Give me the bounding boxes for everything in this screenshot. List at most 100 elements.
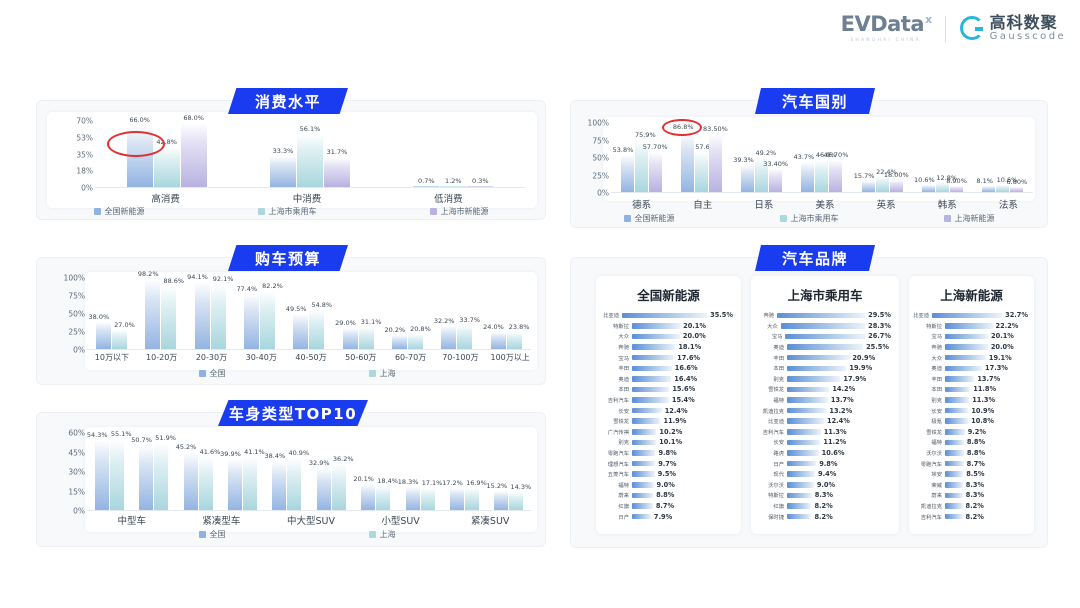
bar[interactable]: 16.9%: [464, 479, 487, 510]
bar[interactable]: 32.9%: [309, 459, 331, 510]
brand-row[interactable]: 现代 9.4%: [751, 469, 891, 480]
bar[interactable]: 0.7%: [413, 177, 440, 187]
brand-row[interactable]: 红旗 8.2%: [751, 501, 891, 512]
legend-item[interactable]: 全国新能源: [623, 213, 675, 224]
bar[interactable]: 14.3%: [509, 483, 531, 510]
brand-row[interactable]: 五菱汽车 9.5%: [596, 469, 733, 480]
brand-row[interactable]: 丰田 13.7%: [909, 374, 1028, 385]
brand-row[interactable]: 比亚迪 32.7%: [909, 310, 1028, 321]
brand-row[interactable]: 吉利汽车 11.3%: [751, 427, 891, 438]
bar[interactable]: 94.1%: [187, 273, 210, 349]
bar[interactable]: 27.0%: [112, 321, 135, 349]
bar[interactable]: 33.7%: [457, 316, 480, 349]
bar[interactable]: 33.40%: [763, 160, 788, 192]
brand-row[interactable]: 日产 7.9%: [596, 511, 733, 522]
bar[interactable]: 31.7%: [323, 148, 350, 187]
brand-row[interactable]: 雪铁龙 9.2%: [909, 427, 1028, 438]
bar[interactable]: 29.0%: [335, 319, 358, 349]
bar[interactable]: 40.9%: [287, 449, 309, 510]
bar[interactable]: 86.8%: [673, 123, 694, 192]
bar[interactable]: 43.7%: [793, 153, 815, 192]
bar[interactable]: 32.2%: [434, 317, 457, 349]
brand-row[interactable]: 本田 11.8%: [909, 384, 1028, 395]
legend-item[interactable]: 上海: [368, 368, 396, 379]
brand-row[interactable]: 红旗 8.7%: [596, 501, 733, 512]
bar[interactable]: 49.5%: [286, 305, 309, 349]
brand-row[interactable]: 特斯拉 22.2%: [909, 321, 1028, 332]
brand-row[interactable]: 沃尔沃 8.8%: [909, 448, 1028, 459]
bar[interactable]: 23.8%: [506, 323, 529, 349]
bar[interactable]: 12.8%: [936, 174, 957, 192]
bar[interactable]: 68.0%: [180, 114, 207, 187]
bar[interactable]: 18.3%: [398, 478, 420, 510]
bar[interactable]: 20.8%: [408, 325, 431, 349]
brand-row[interactable]: 奥迪 17.3%: [909, 363, 1028, 374]
bar[interactable]: 54.8%: [309, 301, 332, 349]
legend-item[interactable]: 全国新能源: [93, 206, 145, 217]
brand-row[interactable]: 别克 11.3%: [909, 395, 1028, 406]
bar[interactable]: 33.3%: [269, 147, 296, 187]
brand-row[interactable]: 理想汽车 9.7%: [596, 458, 733, 469]
bar[interactable]: 24.0%: [483, 323, 506, 349]
bar[interactable]: 46.0%: [815, 151, 836, 192]
brand-row[interactable]: 宝马 26.7%: [751, 331, 891, 342]
brand-row[interactable]: 大众 19.1%: [909, 352, 1028, 363]
bar[interactable]: 17.2%: [442, 479, 464, 510]
bar[interactable]: 31.1%: [358, 318, 381, 349]
brand-row[interactable]: 广汽传祺 10.2%: [596, 427, 733, 438]
legend-item[interactable]: 上海市乘用车: [779, 213, 839, 224]
brand-row[interactable]: 沃尔沃 9.0%: [751, 480, 891, 491]
brand-row[interactable]: 荣威 8.3%: [909, 480, 1028, 491]
brand-row[interactable]: 奥迪 25.5%: [751, 342, 891, 353]
brand-row[interactable]: 路虎 10.6%: [751, 448, 891, 459]
bar[interactable]: 41.1%: [242, 448, 265, 510]
brand-row[interactable]: 埃安 8.5%: [909, 469, 1028, 480]
brand-row[interactable]: 别克 17.9%: [751, 374, 891, 385]
brand-row[interactable]: 蔚来 8.3%: [909, 490, 1028, 501]
bar[interactable]: 8.90%: [946, 177, 967, 192]
brand-row[interactable]: 比亚迪 35.5%: [596, 310, 733, 321]
bar[interactable]: 41.6%: [198, 448, 220, 510]
brand-row[interactable]: 蔚来 8.8%: [596, 490, 733, 501]
brand-row[interactable]: 吉利汽车 8.2%: [909, 511, 1028, 522]
brand-row[interactable]: 零跑汽车 9.8%: [596, 448, 733, 459]
bar[interactable]: 92.1%: [210, 275, 233, 349]
brand-row[interactable]: 大众 20.0%: [596, 331, 733, 342]
bar[interactable]: 82.2%: [260, 282, 283, 349]
bar[interactable]: 54.3%: [87, 431, 109, 510]
bar[interactable]: 46.70%: [824, 151, 848, 192]
brand-row[interactable]: 宝马 17.6%: [596, 352, 733, 363]
bar[interactable]: 50.7%: [131, 436, 154, 510]
brand-row[interactable]: 凯迪拉克 8.2%: [909, 501, 1028, 512]
bar[interactable]: 77.4%: [237, 285, 260, 349]
bar[interactable]: 0.3%: [467, 177, 494, 187]
brand-row[interactable]: 宝马 20.1%: [909, 331, 1028, 342]
brand-row[interactable]: 特斯拉 20.1%: [596, 321, 733, 332]
brand-row[interactable]: 保时捷 8.2%: [751, 511, 891, 522]
brand-row[interactable]: 本田 15.6%: [596, 384, 733, 395]
bar[interactable]: 10.6%: [996, 176, 1017, 192]
bar[interactable]: 39.3%: [733, 156, 755, 192]
bar[interactable]: 20.2%: [384, 326, 408, 349]
legend-item[interactable]: 上海市乘用车: [257, 206, 317, 217]
legend-item[interactable]: 上海市新能源: [429, 206, 489, 217]
brand-row[interactable]: 长安 11.2%: [751, 437, 891, 448]
brand-row[interactable]: 比亚迪 12.4%: [751, 416, 891, 427]
brand-row[interactable]: 奔驰 18.1%: [596, 342, 733, 353]
bar[interactable]: 98.2%: [138, 270, 161, 349]
bar[interactable]: 22.4%: [875, 168, 897, 192]
bar[interactable]: 6.80%: [1007, 178, 1027, 192]
bar[interactable]: 75.9%: [634, 131, 656, 192]
legend-item[interactable]: 全国: [198, 529, 226, 540]
brand-row[interactable]: 雪铁龙 11.9%: [596, 416, 733, 427]
legend-item[interactable]: 全国: [198, 368, 226, 379]
brand-row[interactable]: 丰田 20.9%: [751, 352, 891, 363]
brand-row[interactable]: 大众 28.3%: [751, 321, 891, 332]
brand-row[interactable]: 奔驰 29.5%: [751, 310, 892, 321]
brand-row[interactable]: 奔驰 20.0%: [909, 342, 1028, 353]
bar[interactable]: 57.6%: [694, 143, 716, 192]
brand-row[interactable]: 福特 9.0%: [596, 480, 733, 491]
bar[interactable]: 17.1%: [420, 479, 442, 510]
brand-row[interactable]: 特斯拉 8.3%: [751, 490, 891, 501]
brand-row[interactable]: 奥迪 16.4%: [596, 374, 733, 385]
